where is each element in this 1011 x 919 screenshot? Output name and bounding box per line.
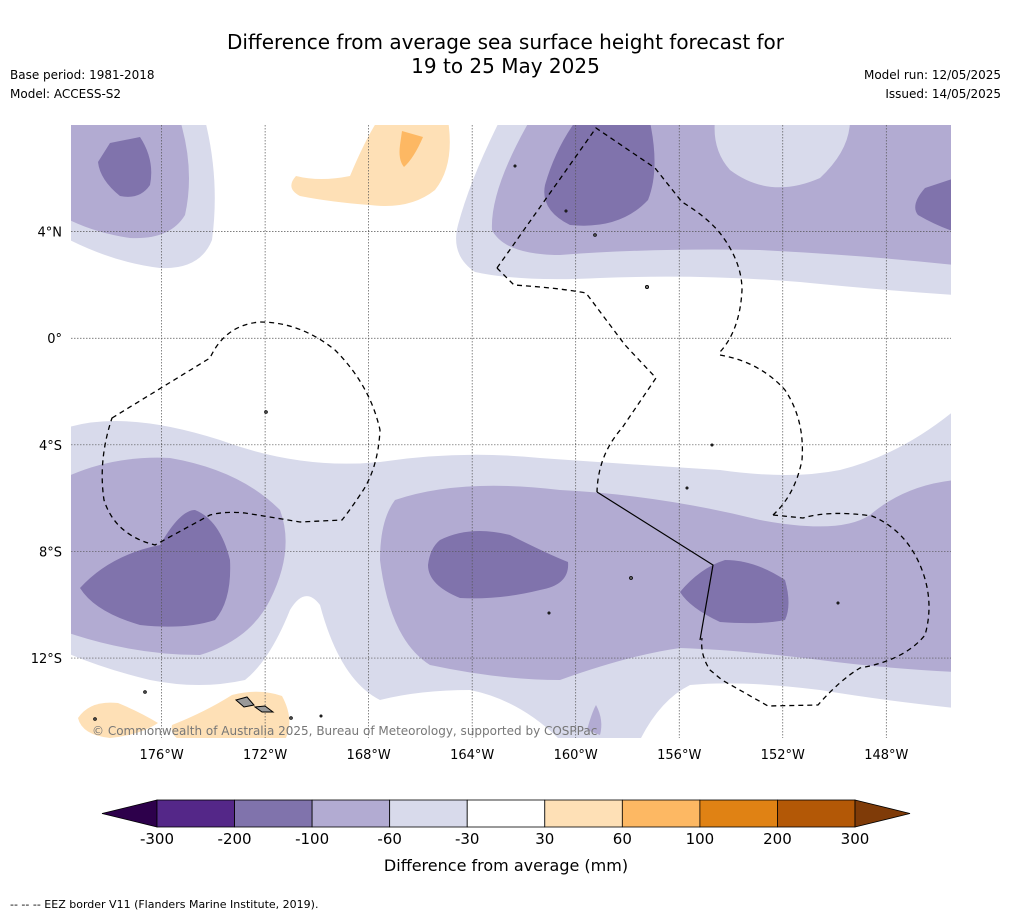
anomaly-region-south-dark-east <box>680 560 789 624</box>
island-dot <box>836 601 840 605</box>
longitude-tick-label: 164°W <box>450 748 494 763</box>
islands <box>93 164 840 721</box>
latitude-labels: 4°N 0° 4°S 8°S 12°S <box>31 226 62 667</box>
issued-text: Issued: 14/05/2025 <box>885 87 1001 101</box>
longitude-tick-label: 172°W <box>243 748 287 763</box>
map-title: Difference from average sea surface heig… <box>0 30 1011 78</box>
island-dot <box>564 209 568 213</box>
longitude-labels: 176°W 172°W 168°W 164°W 160°W 156°W 152°W 148°W <box>140 748 909 763</box>
latitude-tick-label: 0° <box>47 332 62 347</box>
latitude-tick-label: 8°S <box>39 545 62 560</box>
eez-border-south-east <box>701 512 930 707</box>
colorbar: -300 -200 -100 -60 -30 30 60 100 200 300 <box>101 799 911 848</box>
island-dot <box>289 716 293 720</box>
colorbar-tick-label: -60 <box>377 830 402 848</box>
anomaly-region-top-left-dark <box>98 137 152 197</box>
longitude-tick-label: 168°W <box>347 748 391 763</box>
eez-border-east <box>719 354 804 516</box>
colorbar-segment <box>311 799 391 828</box>
island-dot <box>513 164 517 168</box>
latitude-tick-label: 4°S <box>39 439 62 454</box>
model-text: Model: ACCESS-S2 <box>10 87 122 101</box>
longitude-tick-label: 148°W <box>864 748 908 763</box>
island-dot <box>710 443 714 447</box>
colorbar-segment <box>156 799 235 828</box>
colorbar-segment <box>777 799 856 828</box>
colorbar-tick-label: 200 <box>763 830 792 848</box>
colorbar-extend-low <box>101 799 158 828</box>
anomaly-region-bottom-center-positive <box>171 691 290 738</box>
title-line-1: Difference from average sea surface heig… <box>226 30 785 54</box>
island-dot <box>93 717 97 721</box>
island-dot <box>319 714 323 718</box>
anomaly-region-bottom-left-positive <box>78 702 158 738</box>
colorbar-segment <box>234 799 313 828</box>
colorbar-segment <box>621 799 701 828</box>
title-line-2: 19 to 25 May 2025 <box>411 54 600 78</box>
island-dot <box>593 233 597 237</box>
colorbar-tick-label: 300 <box>841 830 870 848</box>
longitude-tick-label: 176°W <box>140 748 184 763</box>
island-dot <box>685 486 689 490</box>
anomaly-region-south-mid-center <box>380 480 951 680</box>
eez-border-line-islands-north <box>496 127 743 353</box>
anomaly-region-small-dip <box>587 705 602 735</box>
eez-border-line-islands-central <box>496 267 657 493</box>
meta-left: Base period: 1981-2018 Model: ACCESS-S2 <box>10 66 155 104</box>
island-samoa-upolu <box>253 705 275 713</box>
gridlines <box>71 125 951 738</box>
colorbar-segment <box>466 799 546 828</box>
island-samoa-savaii <box>234 696 255 708</box>
colorbar-tick-label: -30 <box>455 830 480 848</box>
colorbar-extend-high <box>854 799 911 828</box>
eez-border-phoenix <box>101 321 381 546</box>
anomaly-region-top-positive-strong <box>399 131 423 167</box>
latitude-tick-label: 4°N <box>38 226 63 241</box>
island-dot <box>629 576 633 580</box>
colorbar-segment <box>699 799 778 828</box>
model-run-text: Model run: 12/05/2025 <box>863 68 1001 82</box>
colorbar-tick-label: 60 <box>613 830 632 848</box>
island-dot <box>547 611 551 615</box>
eez-borders <box>101 127 930 707</box>
anomaly-region-south-dark-west <box>80 510 231 627</box>
anomaly-region-far-right-dark <box>915 179 951 231</box>
colorbar-tick-label: 100 <box>686 830 715 848</box>
island-dot <box>264 410 268 414</box>
copyright-text: © Commonwealth of Australia 2025, Bureau… <box>92 724 597 738</box>
latitude-tick-label: 12°S <box>31 652 62 667</box>
colorbar-tick-label: -300 <box>140 830 174 848</box>
colorbar-segment <box>389 799 468 828</box>
eez-footnote: -- -- -- EEZ border V11 (Flanders Marine… <box>10 898 319 911</box>
map-plot-area: © Commonwealth of Australia 2025, Bureau… <box>71 125 951 738</box>
meta-right: Model run: 12/05/2025 Issued: 14/05/2025 <box>864 66 1001 104</box>
island-dot <box>143 690 147 694</box>
anomaly-region-top-right-dark <box>544 125 655 226</box>
colorbar-segment <box>544 799 623 828</box>
island-dot <box>645 285 649 289</box>
base-period-text: Base period: 1981-2018 <box>10 68 155 82</box>
longitude-tick-label: 160°W <box>554 748 598 763</box>
colorbar-tick-label: 30 <box>535 830 554 848</box>
colorbar-tick-label: -100 <box>295 830 329 848</box>
longitude-tick-label: 156°W <box>657 748 701 763</box>
longitude-tick-label: 152°W <box>761 748 805 763</box>
colorbar-label: Difference from average (mm) <box>384 856 628 875</box>
eez-solid-boundary <box>596 491 714 641</box>
anomaly-region-south-dark-center <box>428 531 569 599</box>
colorbar-tick-label: -200 <box>218 830 252 848</box>
